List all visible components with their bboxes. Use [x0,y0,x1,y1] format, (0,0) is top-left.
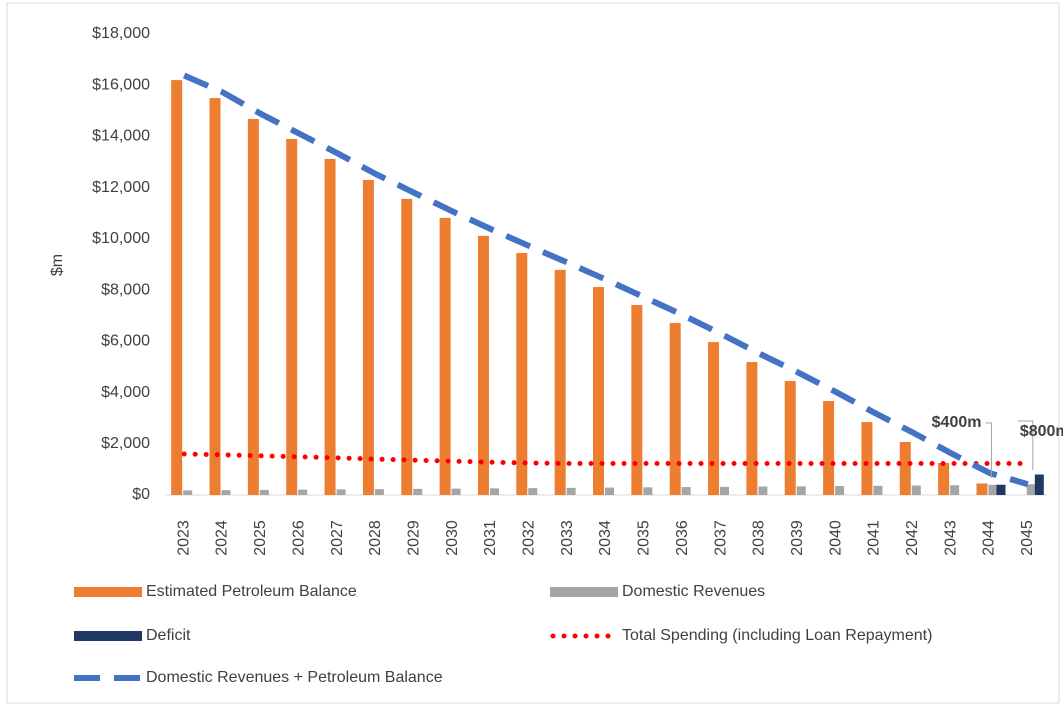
bar [183,490,193,495]
y-tick-label: $16,000 [92,76,150,93]
x-tick-label: 2043 [942,520,959,556]
x-tick-label: 2037 [712,520,729,556]
x-tick-label: 2042 [904,520,921,556]
legend-label: Domestic Revenues [622,583,765,600]
legend-swatch [550,587,618,597]
x-tick-label: 2036 [674,520,691,556]
x-tick-label: 2031 [482,520,499,556]
y-tick-label: $6,000 [101,333,150,350]
legend-label: Deficit [146,627,191,644]
annotation: $800m [1020,423,1063,440]
bar [286,139,298,495]
bar [298,489,308,495]
bar [758,486,768,495]
bar [996,484,1006,495]
legend-label: Estimated Petroleum Balance [146,583,357,600]
y-tick-label: $0 [132,486,150,503]
spending-line [181,451,1031,466]
y-axis-label: $m [49,254,66,276]
x-tick-label: 2035 [636,520,653,556]
bar [669,322,681,495]
bar [516,252,528,495]
x-tick-label: 2027 [329,520,346,556]
annotation: $400m [932,414,982,431]
bar [605,487,614,495]
bar [413,488,423,495]
bar [247,119,259,495]
x-tick-label: 2032 [521,520,538,556]
bar [451,488,461,495]
y-tick-label: $8,000 [101,281,150,298]
y-tick-label: $14,000 [92,128,150,145]
bar [528,488,538,495]
x-tick-label: 2039 [789,520,806,556]
y-tick-label: $12,000 [92,179,150,196]
bar [593,287,604,495]
x-tick-label: 2030 [444,520,461,556]
annotation-bracket [985,422,992,478]
x-tick-label: 2044 [981,520,998,556]
x-tick-label: 2034 [597,520,614,556]
bar [477,235,489,495]
bar [720,486,730,495]
bar [823,401,835,495]
legend-label: Total Spending (including Loan Repayment… [622,627,932,644]
y-tick-label: $10,000 [92,230,150,247]
bar [566,487,576,495]
x-tick-label: 2026 [290,520,307,556]
x-tick-label: 2033 [559,520,576,556]
bar [746,362,758,495]
x-tick-label: 2045 [1019,520,1036,556]
x-tick-label: 2029 [405,520,422,556]
bar [401,198,413,496]
bar [439,217,451,496]
y-tick-label: $18,000 [92,25,150,42]
bar [708,342,720,495]
bar [976,483,988,495]
bar [643,487,653,495]
bar [209,98,221,496]
bar [784,381,796,495]
bar [899,441,911,495]
bar [950,485,960,495]
bar [336,489,346,495]
bar [938,462,950,495]
legend-swatch [74,587,142,597]
bar [631,304,643,495]
bar [171,80,183,495]
x-tick-label: 2028 [367,520,384,556]
bar [796,486,806,495]
bar [681,487,691,495]
bar [362,179,374,495]
bar [489,488,499,495]
bar [861,422,873,495]
y-tick-label: $4,000 [101,384,150,401]
bar [988,484,998,495]
bar [324,158,336,495]
annotation-bracket [1017,420,1034,470]
x-tick-label: 2025 [252,520,269,556]
bar [554,269,566,495]
x-tick-label: 2038 [751,520,768,556]
bar [1026,484,1036,495]
bar [911,485,921,495]
legend-label: Domestic Revenues + Petroleum Balance [146,669,443,686]
y-tick-label: $2,000 [101,435,150,452]
x-tick-label: 2024 [214,520,231,556]
x-tick-label: 2041 [866,520,883,556]
x-tick-label: 2023 [175,520,192,556]
bar [873,485,883,495]
bar [221,490,231,495]
bar [835,486,845,495]
legend-swatch [74,631,142,641]
total-line [182,72,1029,488]
x-tick-label: 2040 [827,520,844,556]
chart-border [6,2,1060,704]
bar [259,489,269,495]
bar [374,489,384,495]
bar [1034,474,1044,495]
